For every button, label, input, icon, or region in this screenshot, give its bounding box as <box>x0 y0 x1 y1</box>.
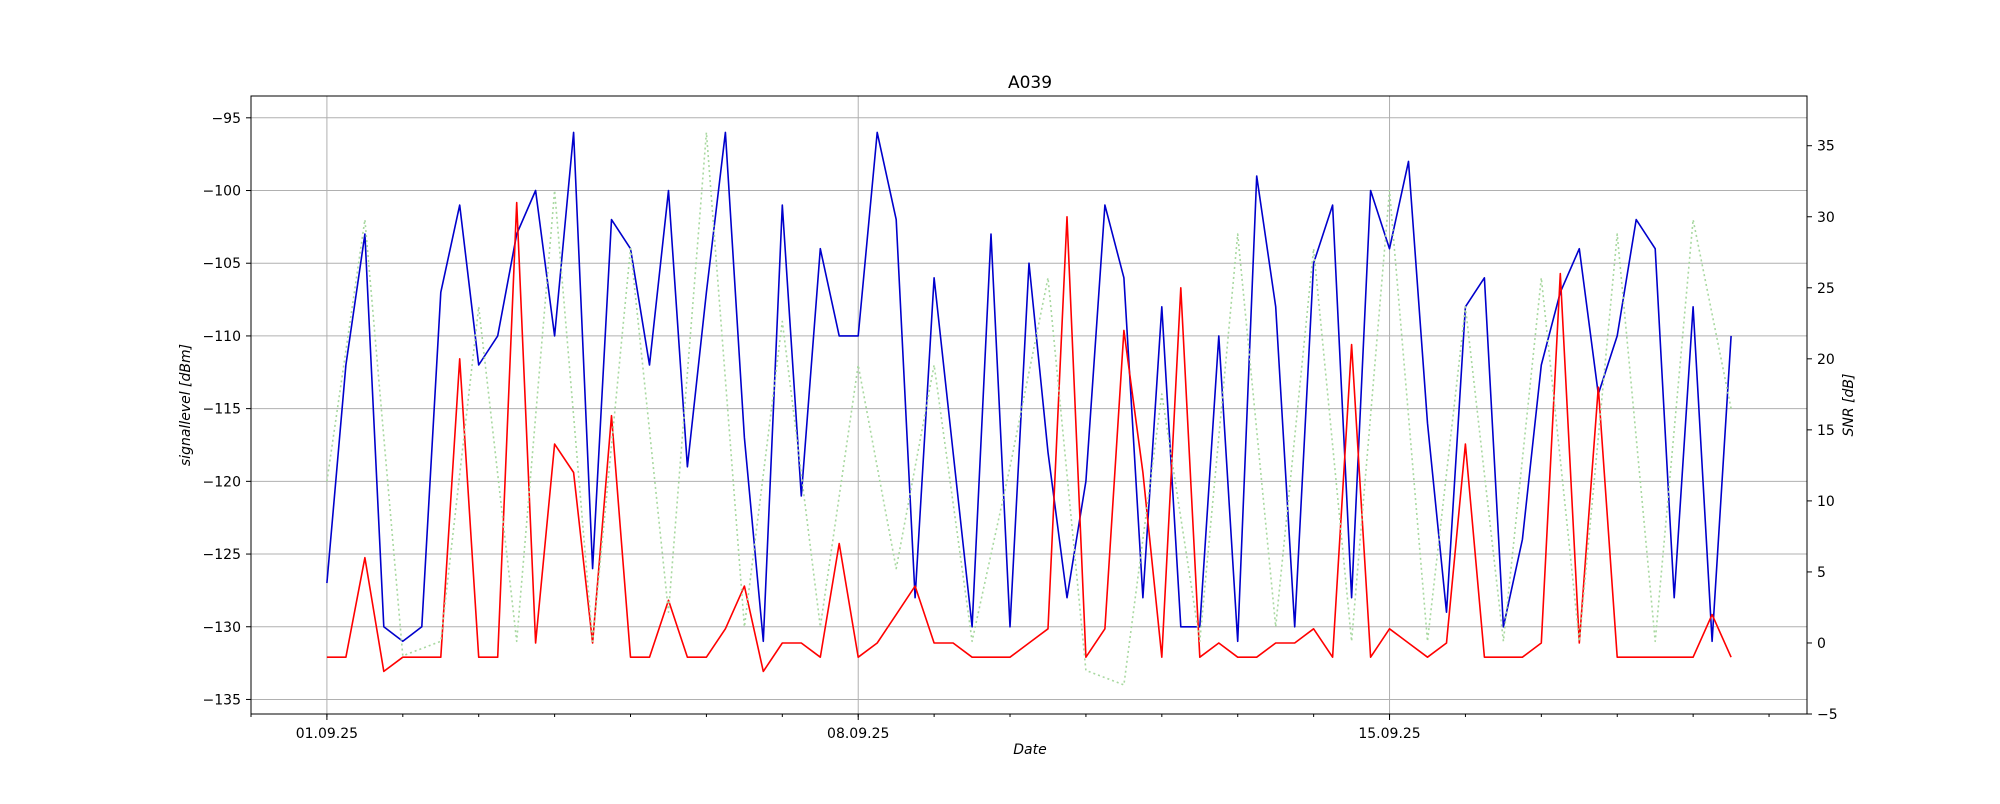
right-tick-label: 20 <box>1817 352 1835 368</box>
right-tick-label: 10 <box>1817 494 1835 510</box>
right-tick-label: 35 <box>1817 139 1835 155</box>
left-tick-label: −115 <box>203 402 241 418</box>
x-tick-label: 08.09.25 <box>827 726 889 742</box>
plot-frame <box>250 95 1808 715</box>
left-tick-label: −110 <box>203 329 241 345</box>
left-tick-label: −100 <box>203 184 241 200</box>
series-line-2 <box>326 201 1732 673</box>
left-tick-label: −130 <box>203 620 241 636</box>
right-tick-label: 0 <box>1817 636 1826 652</box>
grid-layer <box>251 96 1807 714</box>
right-tick-label: 15 <box>1817 423 1835 439</box>
x-tick-label: 01.09.25 <box>296 726 358 742</box>
left-tick-label: −105 <box>203 256 241 272</box>
tick-layer: −95 −100 −105 −110 −115 −120 −125 −130 −135 35 30 2… <box>203 111 1838 742</box>
left-tick-label: −125 <box>203 547 241 563</box>
right-tick-label: −5 <box>1817 707 1838 723</box>
series-layer <box>326 131 1732 686</box>
left-tick-label: −135 <box>203 692 241 708</box>
left-tick-label: −120 <box>203 474 241 490</box>
x-axis-label: Date <box>1013 742 1046 758</box>
right-tick-label: 5 <box>1817 565 1826 581</box>
chart-title: A039 <box>1008 73 1052 93</box>
x-tick-label: 15.09.25 <box>1358 726 1420 742</box>
left-y-axis-label: signallevel [dBm] <box>178 344 194 466</box>
right-tick-label: 30 <box>1817 210 1835 226</box>
right-tick-label: 25 <box>1817 281 1835 297</box>
series-line-3 <box>326 131 1732 686</box>
frame-layer <box>250 95 1808 715</box>
right-y-axis-label: SNR [dB] <box>1841 374 1857 437</box>
left-tick-label: −95 <box>211 111 241 127</box>
